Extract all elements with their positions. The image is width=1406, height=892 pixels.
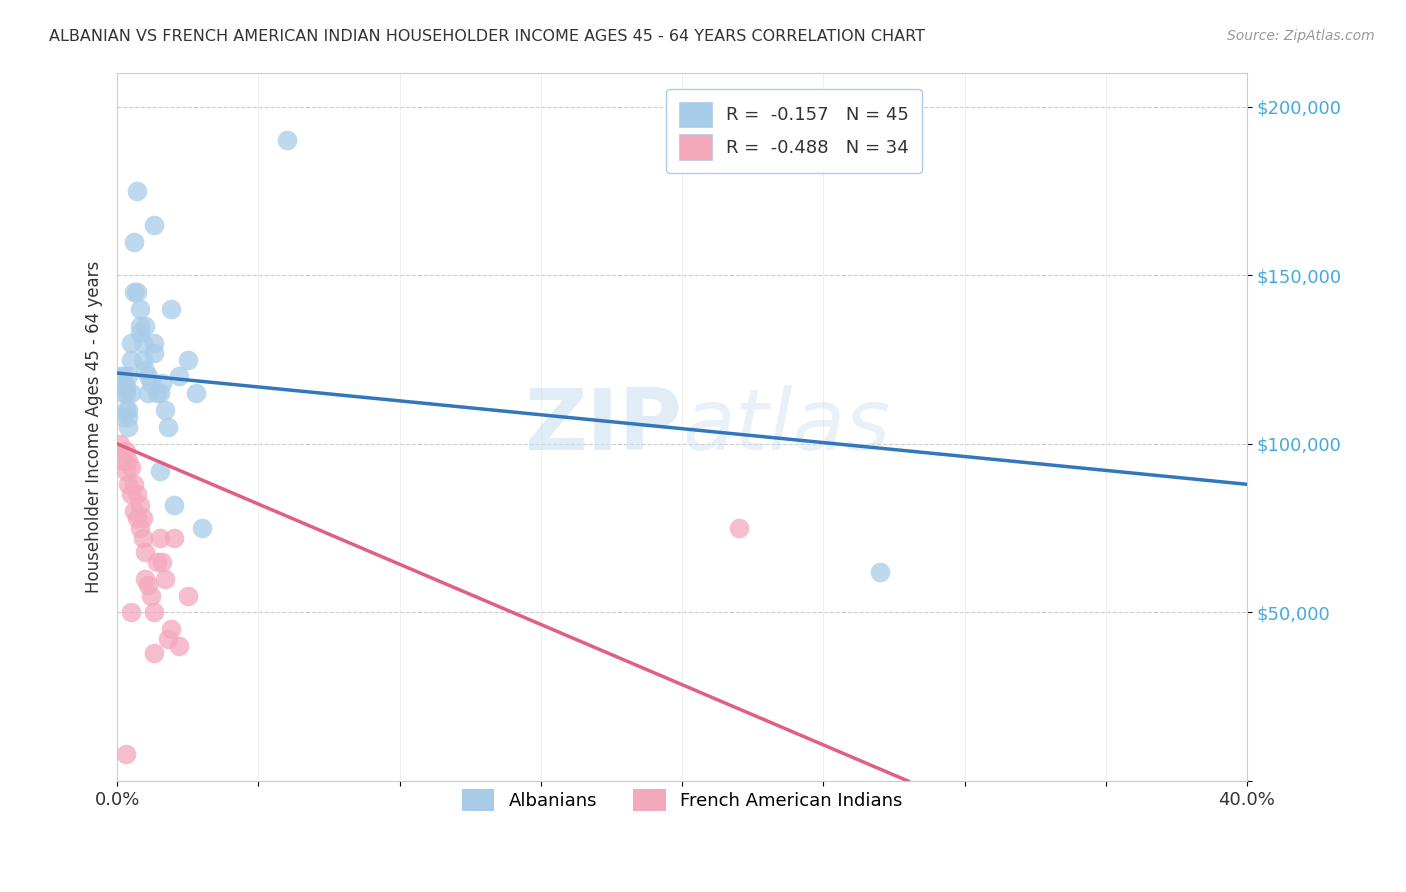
Point xyxy=(122,477,145,491)
Point xyxy=(134,362,156,376)
Point xyxy=(150,555,173,569)
Point xyxy=(114,747,136,761)
Point xyxy=(186,386,208,401)
Point xyxy=(136,369,159,384)
Point xyxy=(142,346,165,360)
Point xyxy=(142,218,165,232)
Point xyxy=(128,301,150,316)
Point xyxy=(122,285,145,299)
Point xyxy=(131,531,153,545)
Point xyxy=(114,386,136,401)
Point xyxy=(117,420,139,434)
Point xyxy=(111,453,134,467)
Point xyxy=(120,352,142,367)
Point xyxy=(128,326,150,340)
Point xyxy=(114,443,136,458)
Point xyxy=(157,632,180,647)
Point xyxy=(108,369,131,384)
Point xyxy=(153,572,176,586)
Point xyxy=(108,437,131,451)
Point xyxy=(131,335,153,350)
Point xyxy=(163,498,186,512)
Point xyxy=(131,352,153,367)
Point xyxy=(136,386,159,401)
Legend: Albanians, French American Indians: Albanians, French American Indians xyxy=(447,774,917,825)
Point xyxy=(125,184,148,198)
Point xyxy=(148,531,170,545)
Point xyxy=(163,531,186,545)
Point xyxy=(160,622,183,636)
Point xyxy=(157,420,180,434)
Y-axis label: Householder Income Ages 45 - 64 years: Householder Income Ages 45 - 64 years xyxy=(86,260,103,593)
Point xyxy=(125,285,148,299)
Point xyxy=(869,565,891,579)
Point xyxy=(122,235,145,249)
Point xyxy=(727,521,749,535)
Point xyxy=(111,409,134,424)
Point xyxy=(117,369,139,384)
Point xyxy=(177,589,200,603)
Point xyxy=(139,376,162,391)
Point xyxy=(134,318,156,333)
Point xyxy=(120,487,142,501)
Point xyxy=(117,409,139,424)
Point xyxy=(120,335,142,350)
Point xyxy=(145,555,167,569)
Point xyxy=(120,460,142,475)
Point xyxy=(128,521,150,535)
Text: atlas: atlas xyxy=(682,385,890,468)
Point xyxy=(120,606,142,620)
Point xyxy=(191,521,214,535)
Point xyxy=(117,453,139,467)
Point xyxy=(148,386,170,401)
Point xyxy=(153,403,176,417)
Point xyxy=(134,572,156,586)
Point xyxy=(114,379,136,393)
Point xyxy=(114,464,136,478)
Point xyxy=(169,369,191,384)
Point xyxy=(276,133,298,147)
Point xyxy=(125,487,148,501)
Point xyxy=(125,511,148,525)
Point xyxy=(169,639,191,653)
Point xyxy=(142,335,165,350)
Text: ZIP: ZIP xyxy=(524,385,682,468)
Point xyxy=(142,646,165,660)
Point xyxy=(111,369,134,384)
Point xyxy=(142,606,165,620)
Point xyxy=(134,545,156,559)
Point xyxy=(131,511,153,525)
Point xyxy=(111,386,134,401)
Point xyxy=(128,498,150,512)
Point xyxy=(136,578,159,592)
Point xyxy=(122,504,145,518)
Point xyxy=(128,318,150,333)
Point xyxy=(139,589,162,603)
Point xyxy=(148,464,170,478)
Point xyxy=(177,352,200,367)
Text: ALBANIAN VS FRENCH AMERICAN INDIAN HOUSEHOLDER INCOME AGES 45 - 64 YEARS CORRELA: ALBANIAN VS FRENCH AMERICAN INDIAN HOUSE… xyxy=(49,29,925,44)
Point xyxy=(145,386,167,401)
Text: Source: ZipAtlas.com: Source: ZipAtlas.com xyxy=(1227,29,1375,43)
Point xyxy=(150,376,173,391)
Point xyxy=(117,477,139,491)
Point xyxy=(114,403,136,417)
Point xyxy=(160,301,183,316)
Point xyxy=(117,403,139,417)
Point xyxy=(120,386,142,401)
